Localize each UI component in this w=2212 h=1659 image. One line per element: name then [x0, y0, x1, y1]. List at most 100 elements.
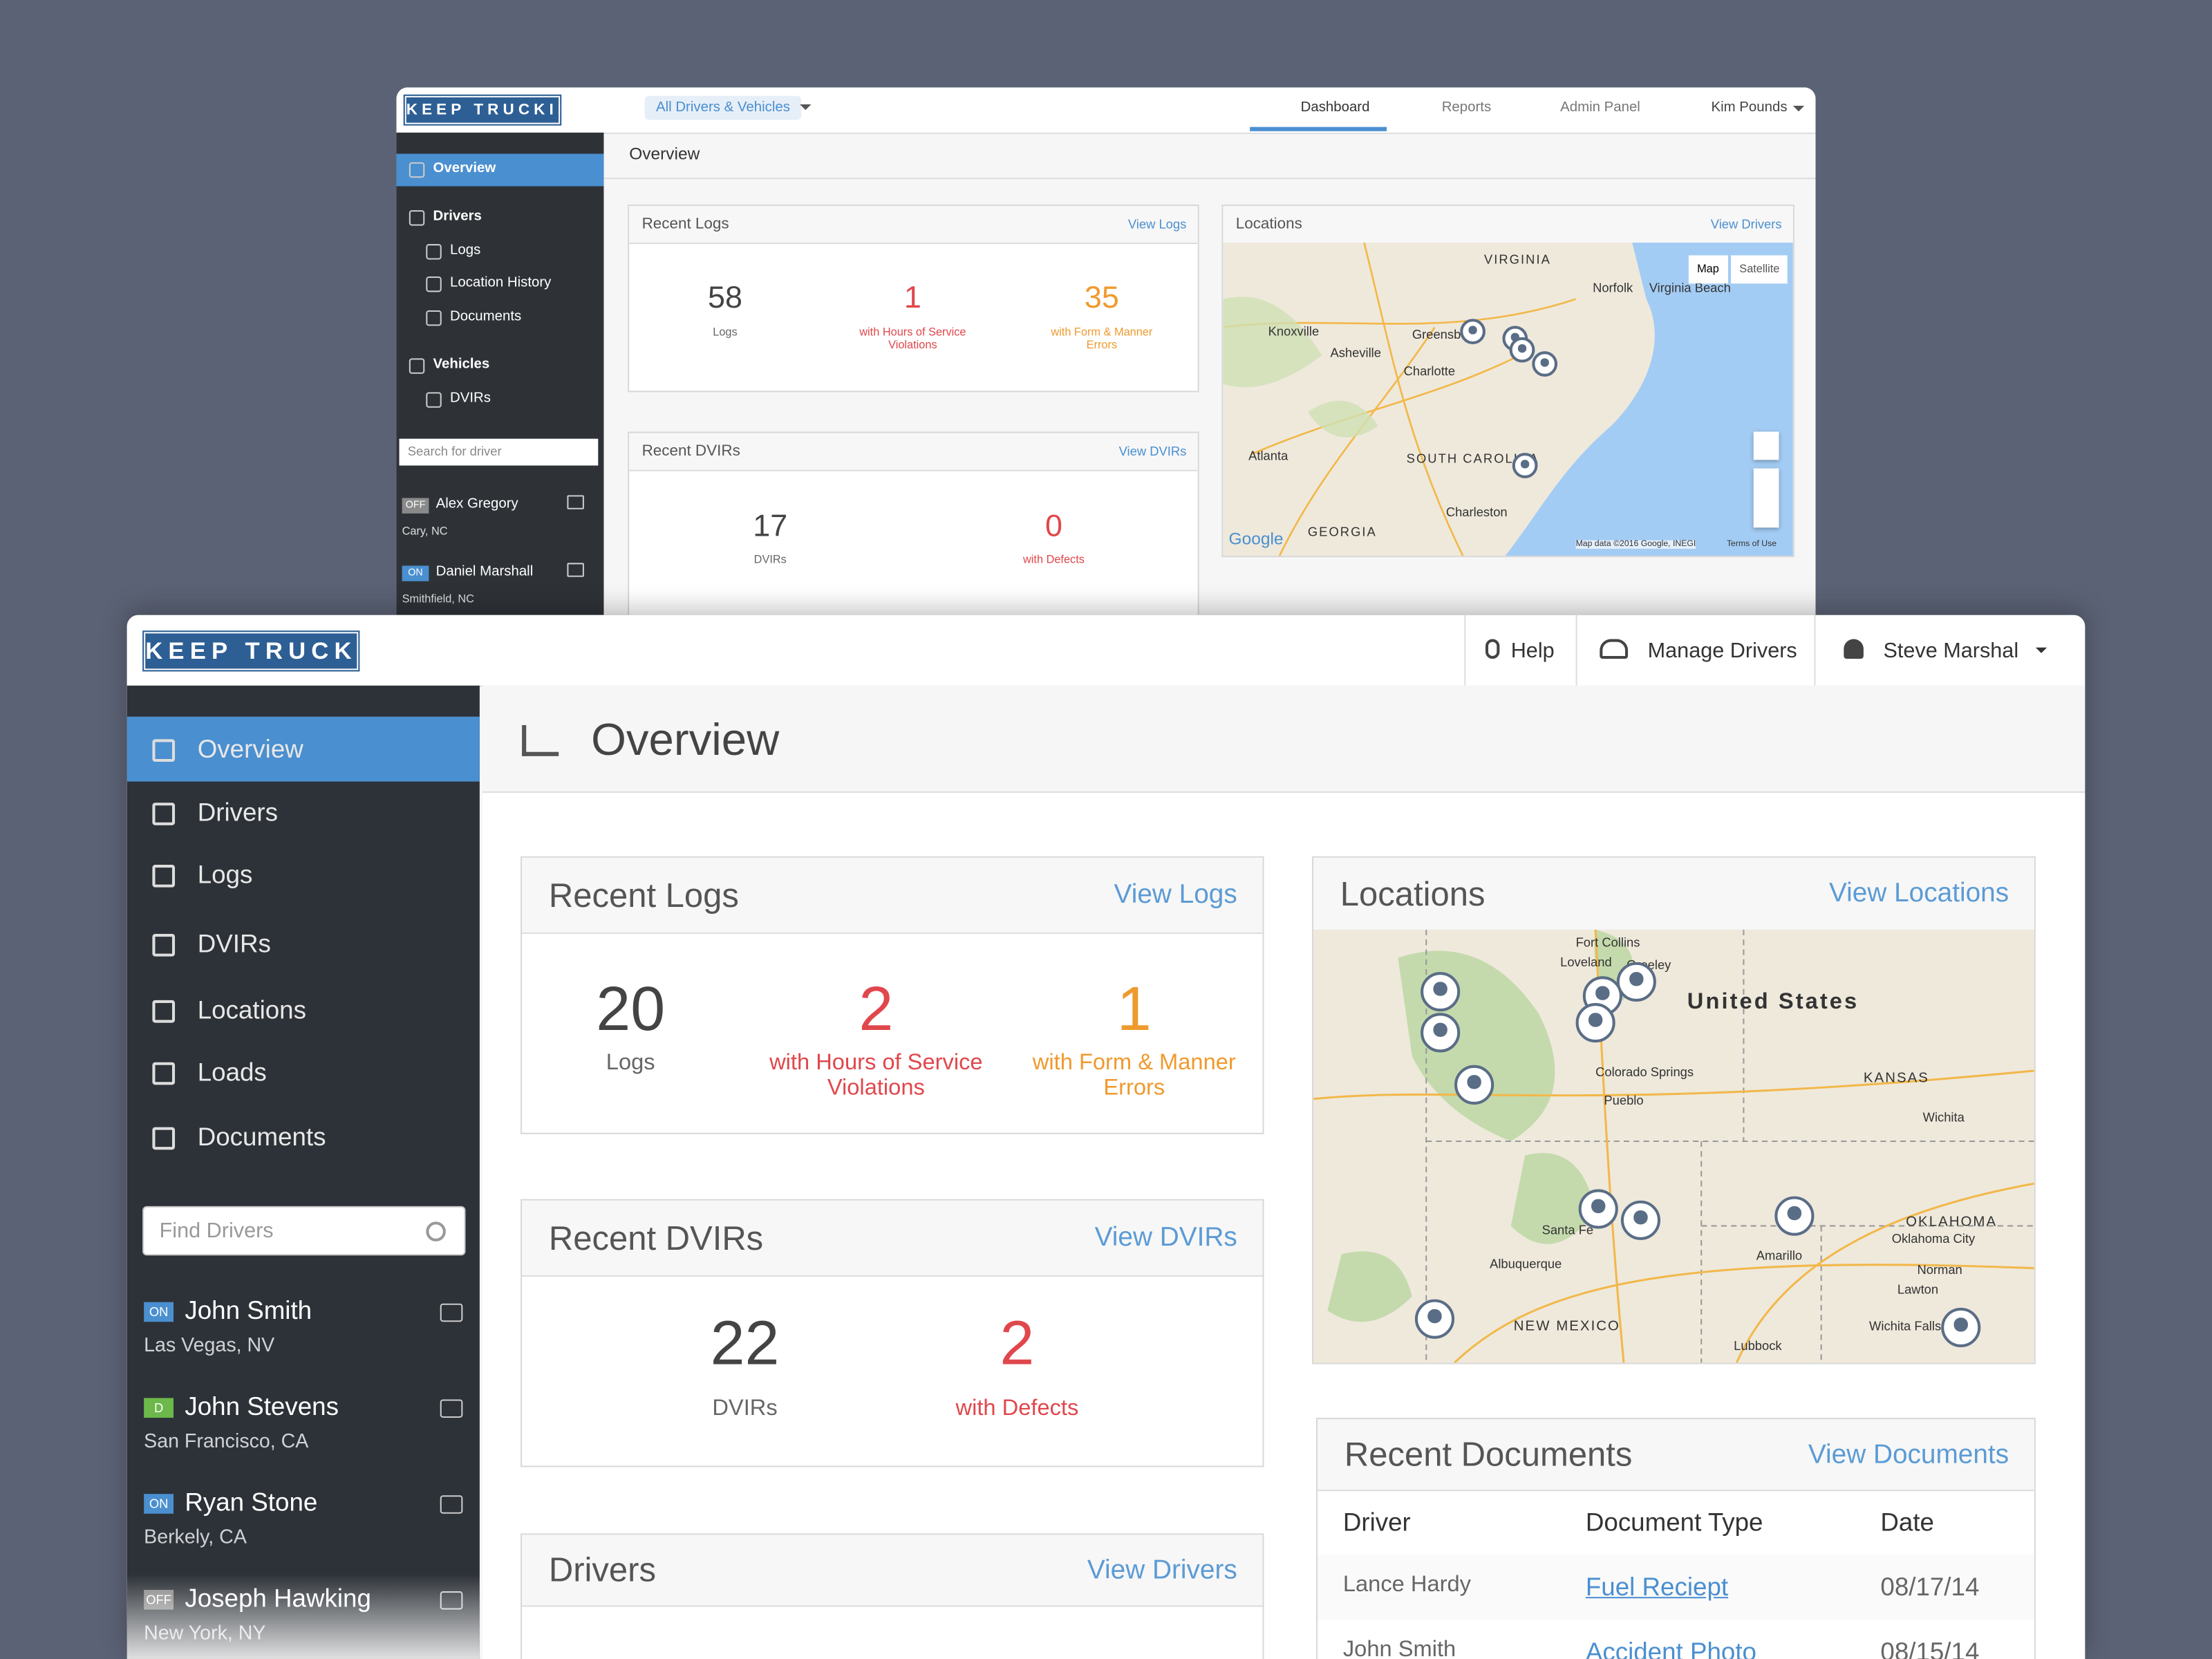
map-label: Charleston	[1445, 505, 1508, 520]
map-pin[interactable]	[1941, 1307, 1981, 1347]
driver-location: Berkely, CA	[144, 1525, 247, 1548]
card-header: Locations View Locations	[1313, 857, 2034, 931]
map-pin[interactable]	[1774, 1196, 1815, 1236]
table-row	[1318, 1619, 2034, 1659]
card-header: Locations View Drivers	[1223, 205, 1793, 245]
map-label: Loveland	[1560, 955, 1612, 970]
sidebar-item[interactable]: Documents	[450, 308, 522, 325]
table-cell: Lance Hardy	[1342, 1573, 1471, 1597]
sidebar-item[interactable]: Drivers	[433, 209, 482, 225]
stat-label: with Hours of Service Violations	[769, 1051, 983, 1101]
sidebar-item[interactable]: Location History	[450, 274, 552, 291]
card-link[interactable]: View Documents	[1808, 1439, 2009, 1470]
card-title: Locations	[1340, 875, 1485, 914]
driver-name[interactable]: John Smith	[185, 1296, 312, 1325]
filter-dropdown[interactable]: All Drivers & Vehicles	[644, 95, 802, 120]
card-link[interactable]: View DVIRs	[1118, 443, 1187, 458]
user-caret	[1792, 106, 1805, 117]
card-link[interactable]: View Drivers	[1087, 1555, 1237, 1585]
map-pin[interactable]	[1454, 1065, 1494, 1105]
card-link[interactable]: View Locations	[1828, 879, 2009, 909]
stat-label: DVIRs	[753, 552, 787, 566]
card-header: Recent DVIRs View DVIRs	[522, 1200, 1263, 1277]
map-type-button[interactable]: Map	[1688, 255, 1728, 284]
table-row	[1318, 1554, 2034, 1621]
driver-name[interactable]: Alex Gregory	[435, 496, 518, 512]
map-type-button[interactable]: Satellite	[1731, 255, 1788, 284]
map-pin[interactable]	[1421, 972, 1461, 1012]
user-menu[interactable]: Kim Pounds	[1711, 100, 1788, 116]
document-link[interactable]: Accident Photo	[1585, 1638, 1756, 1659]
card-title: Recent DVIRs	[548, 1219, 764, 1258]
nav-button[interactable]: Manage Drivers	[1575, 615, 1816, 686]
sidebar-icon	[152, 934, 176, 957]
card-link[interactable]: View Logs	[1114, 880, 1237, 910]
map-label: Google	[1228, 529, 1284, 549]
stat-value: 58	[707, 279, 742, 315]
card-title: Recent DVIRs	[641, 442, 740, 460]
stat-value: 20	[596, 975, 666, 1044]
message-icon[interactable]	[440, 1303, 463, 1322]
stat-value: 22	[710, 1309, 780, 1378]
zoom-control[interactable]	[1753, 468, 1779, 528]
user-menu[interactable]: Steve Marshal	[1814, 615, 2085, 686]
map-pin	[1532, 351, 1558, 377]
map-label: Virginia Beach	[1649, 281, 1731, 295]
driver-name[interactable]: Daniel Marshall	[435, 564, 534, 580]
status-badge: D	[144, 1398, 174, 1418]
sidebar-item[interactable]: Locations	[197, 995, 306, 1024]
recent-dvirs-card: Recent DVIRs View DVIRs 17 DVIRs 0 with Defec…	[628, 431, 1199, 615]
user-name: Steve Marshal	[1883, 639, 2019, 664]
map-label: Lawton	[1897, 1282, 1939, 1297]
nav-button[interactable]: Help	[1464, 615, 1575, 686]
document-link[interactable]: Fuel Reciept	[1585, 1573, 1729, 1602]
map-label: Charlotte	[1403, 364, 1456, 378]
roads	[1223, 243, 1576, 556]
driver-location: Cary, NC	[402, 525, 448, 538]
logo: KEEP TRUCKIN	[142, 630, 387, 672]
title-bar	[482, 685, 2086, 793]
street-view[interactable]	[1753, 431, 1779, 460]
card-link[interactable]: View Logs	[1127, 216, 1187, 231]
sidebar-item[interactable]: Overview	[197, 735, 303, 764]
sidebar-icon	[152, 803, 176, 825]
map-pin[interactable]	[1575, 1003, 1615, 1043]
status-badge: OFF	[402, 498, 429, 514]
nav-item[interactable]: Dashboard	[1300, 100, 1370, 116]
sidebar-item[interactable]: Logs	[197, 860, 253, 889]
nav-item[interactable]: Admin Panel	[1560, 100, 1640, 116]
driver-name[interactable]: Ryan Stone	[185, 1488, 318, 1517]
sidebar-item[interactable]: Logs	[450, 243, 481, 259]
stat-value: 0	[1044, 507, 1062, 543]
column-header: Date	[1880, 1508, 1935, 1537]
message-icon[interactable]	[440, 1399, 463, 1418]
card-link[interactable]: View DVIRs	[1094, 1223, 1237, 1253]
map-terms[interactable]: Terms of Use	[1726, 540, 1777, 549]
sidebar-item[interactable]: DVIRs	[197, 929, 271, 958]
map-label: Knoxville	[1268, 324, 1320, 339]
sidebar-item[interactable]: Vehicles	[433, 357, 490, 373]
driver-name[interactable]: John Stevens	[185, 1392, 339, 1421]
search-input[interactable]: Find Drivers	[142, 1206, 466, 1256]
map-pin[interactable]	[1620, 1200, 1661, 1240]
sidebar-item[interactable]: Documents	[197, 1123, 326, 1152]
sidebar-item[interactable]: Drivers	[197, 798, 279, 827]
sidebar-icon	[426, 310, 442, 326]
map-pin[interactable]	[1414, 1299, 1455, 1339]
sidebar-item[interactable]: Overview	[433, 160, 496, 177]
sidebar-item[interactable]: DVIRs	[450, 391, 491, 406]
message-icon[interactable]	[440, 1495, 463, 1514]
nav-item[interactable]: Reports	[1441, 100, 1492, 116]
map-pin	[1512, 453, 1538, 478]
card-header: Recent Logs View Logs	[629, 205, 1198, 245]
map-pin[interactable]	[1582, 976, 1622, 1016]
map-pin[interactable]	[1616, 962, 1656, 1002]
sidebar-item[interactable]: Loads	[197, 1058, 267, 1087]
card-title: Recent Documents	[1344, 1436, 1633, 1474]
card-link[interactable]: View Drivers	[1710, 216, 1782, 231]
map-pin[interactable]	[1578, 1189, 1618, 1229]
map-pin[interactable]	[1421, 1013, 1461, 1053]
search-input[interactable]: Search for driver	[399, 438, 599, 466]
map-shapes	[1313, 929, 2034, 1363]
